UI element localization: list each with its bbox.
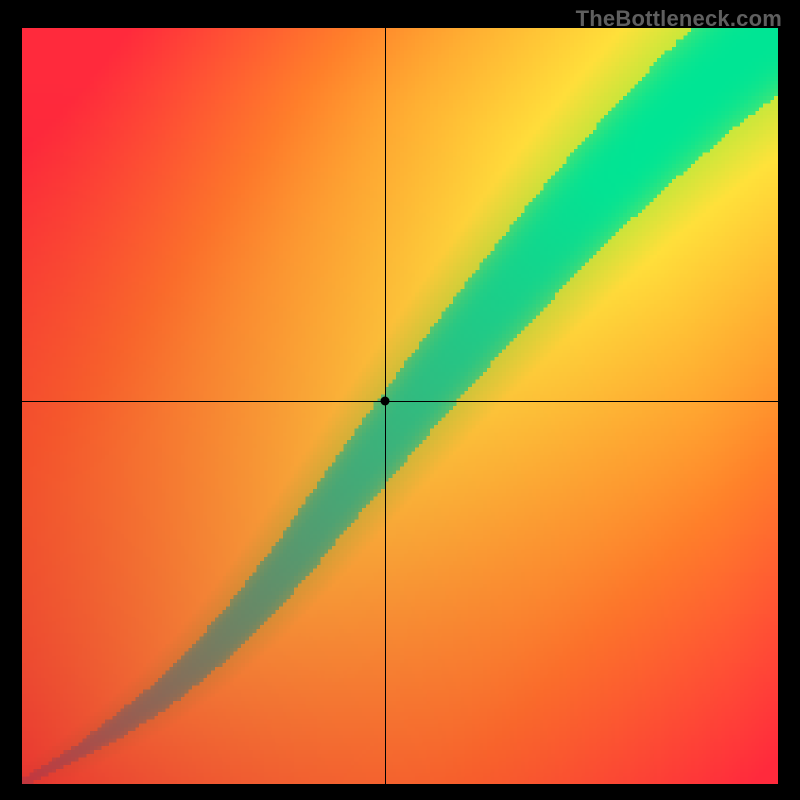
heatmap-plot: [22, 28, 778, 784]
crosshair-horizontal: [22, 401, 778, 402]
crosshair-marker: [380, 396, 389, 405]
heatmap-canvas: [22, 28, 778, 784]
watermark-text: TheBottleneck.com: [576, 6, 782, 32]
crosshair-vertical: [385, 28, 386, 784]
